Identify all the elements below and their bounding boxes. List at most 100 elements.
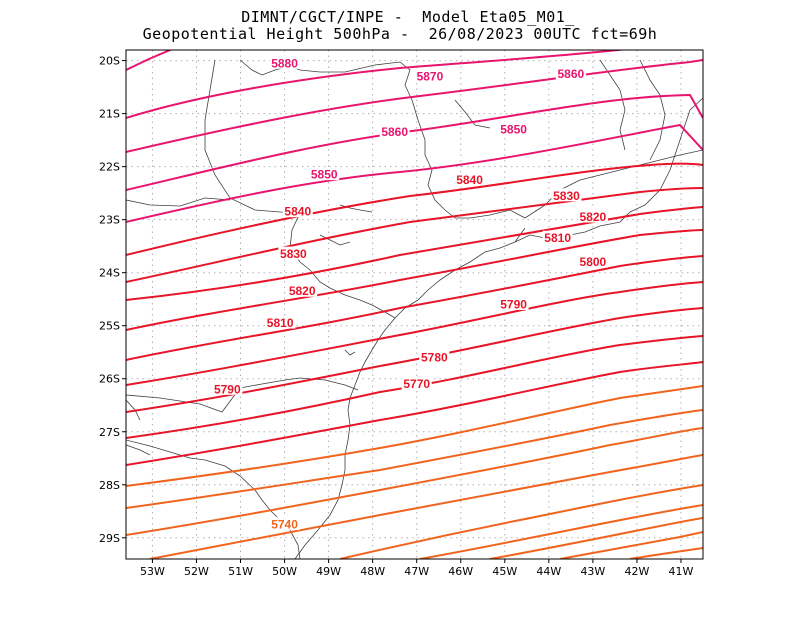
contour-line — [126, 307, 703, 413]
lon-tick-label: 42W — [624, 565, 649, 578]
contour-label: 5830 — [553, 189, 580, 203]
lat-tick-label: 20S — [99, 55, 120, 68]
contour-line — [126, 255, 703, 361]
contour-line — [126, 361, 703, 466]
contour-label-bg — [401, 376, 432, 390]
coastline — [204, 59, 301, 214]
contour-label: 5800 — [580, 255, 607, 269]
contour-line — [149, 454, 703, 559]
contour-line — [126, 335, 703, 439]
contour-label: 5850 — [500, 123, 527, 137]
lat-tick-label: 29S — [99, 532, 120, 545]
contour-label: 5840 — [284, 205, 311, 219]
contour-label-bg — [309, 167, 340, 181]
contour-label: 5780 — [421, 351, 448, 365]
lon-tick-label: 41W — [669, 565, 694, 578]
coastline — [524, 149, 703, 219]
lon-tick-label: 43W — [580, 565, 605, 578]
coastline — [319, 234, 351, 246]
coastline — [294, 97, 703, 559]
contour-label-bg — [287, 283, 318, 297]
lon-tick-label: 49W — [316, 565, 341, 578]
contour-line — [126, 93, 703, 191]
lon-tick-label: 48W — [360, 565, 385, 578]
contour-label-bg — [577, 209, 608, 223]
contour-label-bg — [454, 172, 485, 186]
contour-label-bg — [551, 188, 582, 202]
contour-label-bg — [498, 122, 529, 136]
lat-tick-label: 24S — [99, 267, 120, 280]
contour-line — [629, 547, 703, 559]
contour-label: 5870 — [417, 70, 444, 84]
contour-label: 5790 — [214, 382, 241, 396]
lat-tick-label: 27S — [99, 426, 120, 439]
lon-tick-label: 52W — [184, 565, 209, 578]
coastline — [126, 197, 231, 207]
lat-tick-label: 26S — [99, 373, 120, 386]
coastline — [289, 212, 396, 319]
contour-label-bg — [265, 315, 296, 329]
contour-label-bg — [269, 517, 300, 531]
lat-tick-label: 25S — [99, 320, 120, 333]
contour-label-bg — [212, 381, 243, 395]
contour-label: 5740 — [271, 518, 298, 532]
lon-tick-label: 45W — [492, 565, 517, 578]
coastline — [639, 59, 666, 161]
contour-layer — [126, 50, 703, 559]
contour-label: 5790 — [500, 298, 527, 312]
title-line-1: DIMNT/CGCT/INPE - Model Eta05_M01_ — [241, 8, 575, 26]
contour-label-bg — [414, 69, 445, 83]
contour-line — [126, 187, 703, 283]
contour-label-bg — [419, 350, 450, 364]
lon-tick-label: 50W — [272, 565, 297, 578]
coastline — [126, 444, 151, 456]
contour-line — [559, 531, 703, 559]
contour-label: 5840 — [456, 173, 483, 187]
contour-label-bg — [498, 297, 529, 310]
contour-labels: 5880 5870 5860 5860 5850 5850 5840 5830 5840 5820… — [212, 55, 608, 532]
contour-label-bg — [542, 230, 573, 244]
contour-line — [126, 427, 703, 536]
lon-tick-label: 53W — [140, 565, 165, 578]
lon-tick-label: 51W — [228, 565, 253, 578]
contour-label-bg — [269, 55, 300, 69]
contour-label: 5880 — [271, 56, 298, 70]
contour-line — [126, 281, 703, 386]
contour-line — [126, 59, 703, 153]
contour-line — [126, 50, 628, 119]
lon-tick-label: 44W — [536, 565, 561, 578]
contour-line — [126, 50, 173, 71]
contour-label: 5860 — [558, 67, 585, 81]
lon-tick-label: 47W — [404, 565, 429, 578]
contour-line — [126, 229, 703, 331]
contour-line — [419, 504, 703, 559]
lat-tick-label: 22S — [99, 161, 120, 174]
contour-label-bg — [282, 204, 313, 218]
contour-label: 5810 — [267, 316, 294, 330]
title-line-2: Geopotential Height 500hPa - 26/08/2023 … — [142, 25, 658, 43]
contour-line — [489, 517, 703, 559]
contour-label-bg — [555, 66, 586, 80]
contour-line — [126, 123, 703, 223]
lat-tick-label: 28S — [99, 479, 120, 492]
contour-label: 5820 — [580, 210, 607, 224]
contour-label-bg — [379, 124, 410, 138]
contour-label: 5860 — [381, 125, 408, 139]
lat-tick-label: 23S — [99, 214, 120, 227]
map-title: DIMNT/CGCT/INPE - Model Eta05_M01_ Geopo… — [0, 0, 800, 48]
contour-label: 5770 — [403, 377, 430, 391]
contour-line — [126, 385, 703, 487]
contour-line — [339, 484, 703, 559]
contour-line — [126, 162, 703, 256]
contour-label: 5830 — [280, 247, 307, 261]
contour-label-bg — [577, 254, 608, 268]
contour-line — [126, 409, 703, 509]
contour-label-bg — [278, 246, 309, 260]
contour-label: 5820 — [289, 284, 316, 298]
contour-line — [126, 206, 703, 301]
coastline — [344, 349, 356, 356]
contour-label: 5810 — [544, 231, 571, 245]
lon-tick-label: 46W — [448, 565, 473, 578]
axis-ticks: 53W 52W 51W 50W 49W 48W 47W 46W 45W 44W 43W 42W 41W 2… — [99, 55, 694, 578]
